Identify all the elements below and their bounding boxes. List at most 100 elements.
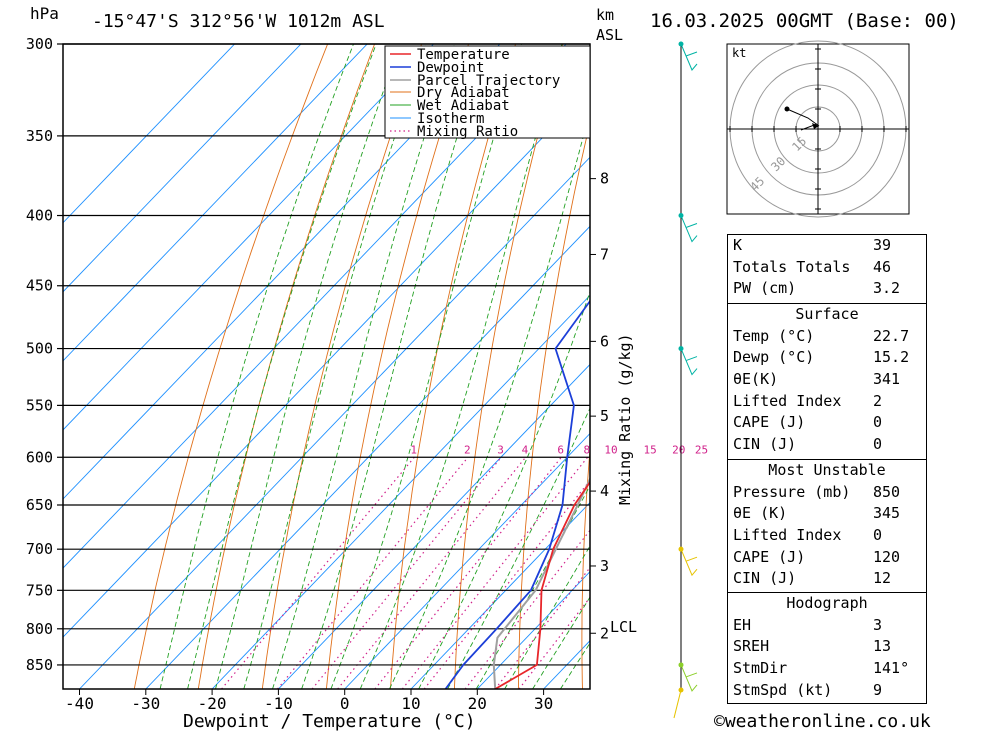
hodograph-value: 13 [873, 637, 892, 656]
wet-adiabat-line [272, 44, 456, 689]
wind-barb-flag [685, 223, 698, 228]
surface-label: Temp (°C) [733, 326, 815, 345]
height-tick-label: 4 [600, 482, 609, 500]
hodograph-label: StmSpd (kt) [733, 680, 833, 699]
mixing-ratio-label: 25 [695, 443, 708, 456]
isotherm-line [63, 44, 302, 293]
mixing-ratio-label: 3 [497, 443, 504, 456]
legend-label-mixing-ratio: Mixing Ratio [417, 124, 518, 140]
wind-barb [680, 215, 698, 243]
legend: Temperature Dewpoint Parcel Trajectory D… [384, 45, 591, 140]
most-unstable-label: CAPE (J) [733, 547, 806, 566]
dry-adiabat-line [978, 13, 1000, 689]
pressure-tick-label: 750 [26, 581, 53, 599]
series-line-dewpoint [444, 299, 590, 689]
most-unstable-label: θE (K) [733, 504, 788, 523]
pressure-tick-label: 650 [26, 496, 53, 514]
guide-lines [63, 13, 1000, 689]
isotherm-line [63, 87, 590, 638]
most-unstable-value: 12 [873, 569, 892, 588]
pressure-unit-label: hPa [30, 4, 59, 23]
legend-label-wet-adiabat: Wet Adiabat [417, 98, 510, 114]
profile-lines [444, 299, 590, 689]
legend-label-dewpoint: Dewpoint [417, 60, 484, 76]
isotherm-line [278, 363, 590, 689]
pressure-tick-label: 850 [26, 656, 53, 674]
most-unstable-label: Pressure (mb) [733, 482, 851, 501]
height-unit-asl: ASL [596, 26, 623, 44]
datetime-label: 16.03.2025 00GMT (Base: 00) [650, 10, 959, 32]
wet-adiabat-line [359, 44, 563, 689]
indices-row-k: K 39 [728, 235, 926, 257]
dry-adiabat-line [197, 44, 376, 689]
pressure-tick-label: 450 [26, 277, 53, 295]
isotherm-line [63, 44, 236, 224]
location-label: -15°47'S 312°56'W 1012m ASL [92, 11, 385, 32]
pressure-tick-label: 350 [26, 127, 53, 145]
most-unstable-value: 0 [873, 526, 883, 545]
temperature-tick-label: -40 [65, 694, 94, 713]
mixing-ratio-label: 2 [464, 443, 471, 456]
mixing-ratio-line [423, 479, 590, 689]
mixing-ratio-label: 8 [584, 443, 591, 456]
wind-barb [680, 664, 698, 692]
temperature-tick-label: 20 [468, 694, 487, 713]
indices-label: Totals Totals [733, 257, 851, 276]
surface-label: CAPE (J) [733, 413, 806, 432]
pressure-tick-labels: 300 350 400 450 500 550 600 650 700 750 800 850 [26, 35, 53, 674]
hodograph-label: StmDir [733, 659, 788, 678]
height-tick-labels: 8 7 6 5 4 3 2 [590, 170, 609, 642]
series-line-parcel-trajectory [492, 476, 590, 689]
series-line-temperature [494, 480, 590, 689]
indices-row-tt: Totals Totals 46 [728, 257, 926, 279]
legend-label-dry-adiabat: Dry Adiabat [417, 85, 510, 101]
wet-adiabat-line [243, 44, 427, 689]
wind-barb [673, 689, 682, 719]
wet-adiabat-line [418, 290, 590, 689]
wind-barb [680, 548, 698, 577]
wind-barb-flag [685, 672, 698, 678]
most-unstable-value: 120 [873, 547, 901, 566]
mixing-ratio-labels: 1 2 3 4 6 8 10 15 20 25 [410, 443, 708, 456]
surface-value: 22.7 [873, 326, 910, 345]
mixing-ratio-label: 4 [522, 443, 529, 456]
wet-adiabat-line [447, 407, 590, 689]
temperature-tick-label: 10 [401, 694, 420, 713]
surface-value: 15.2 [873, 348, 910, 367]
dry-adiabat-line [389, 44, 517, 689]
most-unstable-label: Lifted Index [733, 526, 842, 545]
wet-adiabat-line [475, 484, 590, 689]
mixing-ratio-line [374, 456, 562, 689]
legend-label-parcel: Parcel Trajectory [417, 73, 560, 89]
surface-label: θE(K) [733, 370, 779, 389]
wind-barb-flag [685, 556, 698, 562]
surface-label: Dewp (°C) [733, 348, 815, 367]
most-unstable-value: 345 [873, 504, 901, 523]
mixing-ratio-label: 1 [410, 443, 417, 456]
height-tick-label: 2 [600, 624, 609, 642]
isotherm-line [410, 501, 590, 689]
dry-adiabat-line [261, 44, 423, 689]
hodograph-value: 141° [873, 659, 910, 678]
pressure-tick-label: 550 [26, 396, 53, 414]
wet-adiabat-line [504, 545, 590, 689]
pressure-tick-label: 400 [26, 207, 53, 225]
surface-title: Surface [795, 305, 859, 323]
height-tick-label: 5 [600, 407, 609, 425]
dry-adiabat-line [581, 444, 590, 689]
indices-row-pw: PW (cm) 3.2 [728, 278, 926, 300]
legend-label-isotherm: Isotherm [417, 111, 484, 127]
pressure-tick-label: 600 [26, 448, 53, 466]
surface-label: CIN (J) [733, 435, 797, 454]
mixing-ratio-label: 6 [557, 443, 564, 456]
wind-barb-column [673, 41, 698, 719]
temperature-tick-label: -10 [264, 694, 293, 713]
dry-adiabat-line [325, 44, 470, 689]
most-unstable-value: 850 [873, 482, 901, 501]
mixing-ratio-axis-label: Mixing Ratio (g/kg) [616, 333, 634, 505]
wind-barb [680, 43, 698, 71]
wind-barb-flag [685, 51, 698, 57]
hodograph-label: EH [733, 615, 752, 634]
mixing-ratio-label: 20 [672, 443, 685, 456]
height-tick-label: 7 [600, 245, 609, 263]
